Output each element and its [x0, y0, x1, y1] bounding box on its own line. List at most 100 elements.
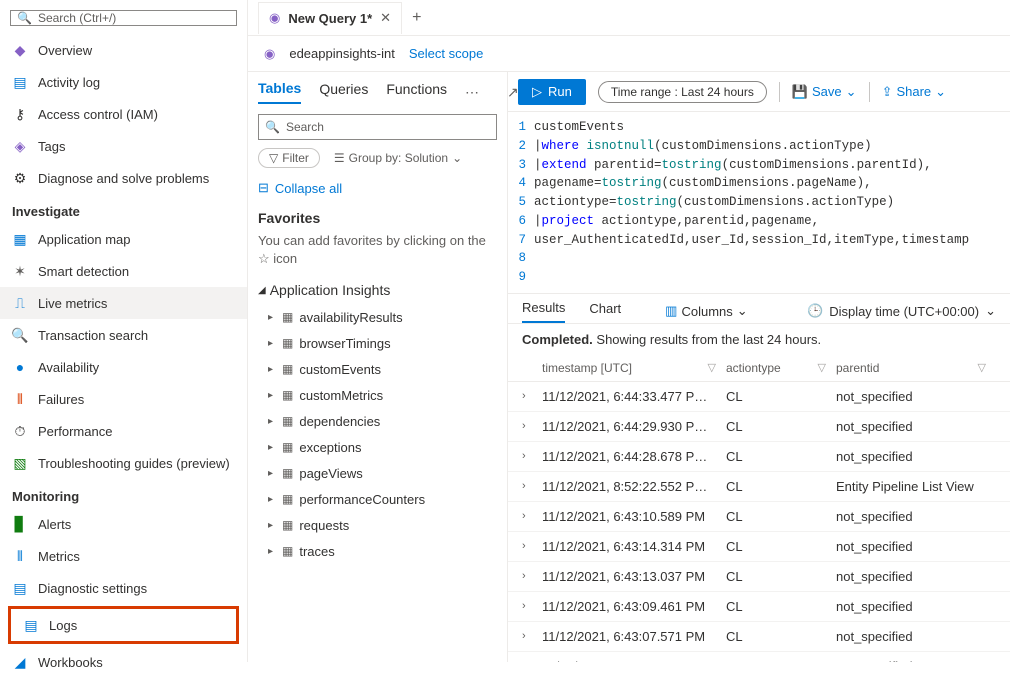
table-item[interactable]: ▸▦browserTimings [258, 330, 497, 356]
tables-tabs: Tables Queries Functions ⋯ ↗ [258, 80, 497, 104]
nav-item[interactable]: ⎍Live metrics [0, 287, 247, 319]
table-name: dependencies [299, 414, 380, 429]
filter-icon[interactable]: ▽ [708, 361, 726, 374]
table-item[interactable]: ▸▦exceptions [258, 434, 497, 460]
table-name: customEvents [299, 362, 381, 377]
groupby-button[interactable]: ☰ Group by: Solution ⌄ [334, 151, 462, 165]
nav-label: Application map [38, 232, 131, 247]
grid-row[interactable]: ›11/12/2021, 6:43:13.037 PMCLnot_specifi… [508, 562, 1010, 592]
nav-item[interactable]: ▧Troubleshooting guides (preview) [0, 447, 247, 479]
nav-item[interactable]: ⚷Access control (IAM) [0, 98, 247, 130]
table-icon: ▦ [282, 388, 293, 402]
nav-item[interactable]: ▤Logs [11, 609, 236, 641]
display-time-button[interactable]: 🕒 Display time (UTC+00:00) ⌄ [807, 303, 996, 319]
tab-tables[interactable]: Tables [258, 80, 301, 104]
table-item[interactable]: ▸▦customMetrics [258, 382, 497, 408]
cell-parentid: not_specified [836, 389, 996, 404]
nav-item[interactable]: ⚙Diagnose and solve problems [0, 162, 247, 194]
tab-functions[interactable]: Functions [386, 81, 447, 103]
expand-row-icon[interactable]: › [522, 420, 542, 432]
table-item[interactable]: ▸▦requests [258, 512, 497, 538]
grid-row[interactable]: ›11/12/2021, 6:43:51.923 PMCLnot_specifi… [508, 652, 1010, 662]
grid-row[interactable]: ›11/12/2021, 6:43:07.571 PMCLnot_specifi… [508, 622, 1010, 652]
col-actiontype[interactable]: actiontype [726, 361, 781, 375]
table-item[interactable]: ▸▦availabilityResults [258, 304, 497, 330]
nav-item[interactable]: ▤Diagnostic settings [0, 572, 247, 604]
share-button[interactable]: ⇪ Share ⌄ [882, 84, 947, 100]
nav-item[interactable]: ●Availability [0, 351, 247, 383]
grid-row[interactable]: ›11/12/2021, 6:43:09.461 PMCLnot_specifi… [508, 592, 1010, 622]
table-item[interactable]: ▸▦dependencies [258, 408, 497, 434]
group-heading[interactable]: ◢ Application Insights [258, 282, 497, 298]
chevron-down-icon: ⌄ [935, 84, 946, 100]
table-name: exceptions [299, 440, 361, 455]
table-name: requests [299, 518, 349, 533]
nav-item[interactable]: ⏱Performance [0, 415, 247, 447]
table-icon: ▦ [282, 362, 293, 376]
grid-row[interactable]: ›11/12/2021, 6:44:28.678 P…CLnot_specifi… [508, 442, 1010, 472]
table-item[interactable]: ▸▦traces [258, 538, 497, 564]
expand-row-icon[interactable]: › [522, 570, 542, 582]
nav-item[interactable]: ▦ Application map [0, 223, 247, 255]
table-item[interactable]: ▸▦pageViews [258, 460, 497, 486]
more-icon[interactable]: ⋯ [465, 84, 481, 101]
tables-search-input[interactable]: 🔍 Search [258, 114, 497, 140]
query-tab[interactable]: ◉ New Query 1* ✕ [258, 2, 402, 34]
tab-queries[interactable]: Queries [319, 81, 368, 103]
col-parentid[interactable]: parentid [836, 361, 879, 375]
grid-row[interactable]: ›11/12/2021, 6:44:33.477 P…CLnot_specifi… [508, 382, 1010, 412]
scope-bar: ◉ edeappinsights-int Select scope [248, 36, 1010, 72]
nav-label: Activity log [38, 75, 100, 90]
nav-item[interactable]: ▤Activity log [0, 66, 247, 98]
col-timestamp[interactable]: timestamp [UTC] [542, 361, 632, 375]
cell-parentid: not_specified [836, 629, 996, 644]
cell-actiontype: CL [726, 629, 836, 644]
nav-label: Transaction search [38, 328, 148, 343]
grid-row[interactable]: ›11/12/2021, 6:43:10.589 PMCLnot_specifi… [508, 502, 1010, 532]
time-range-button[interactable]: Time range : Last 24 hours [598, 81, 767, 103]
cell-actiontype: CL [726, 479, 836, 494]
table-item[interactable]: ▸▦performanceCounters [258, 486, 497, 512]
tab-results[interactable]: Results [522, 300, 565, 323]
nav-icon: ▦ [12, 231, 28, 247]
nav-item[interactable]: ◈Tags [0, 130, 247, 162]
code-editor[interactable]: 1customEvents2|where isnotnull(customDim… [508, 112, 1010, 294]
new-tab-button[interactable]: + [412, 9, 421, 27]
save-button[interactable]: 💾 Save ⌄ [792, 84, 857, 100]
filter-button[interactable]: ▽ Filter [258, 148, 320, 168]
table-item[interactable]: ▸▦customEvents [258, 356, 497, 382]
nav-item[interactable]: 🔍Transaction search [0, 319, 247, 351]
nav-label: Access control (IAM) [38, 107, 158, 122]
nav-item[interactable]: ◢Workbooks [0, 646, 247, 678]
expand-row-icon[interactable]: › [522, 390, 542, 402]
nav-item[interactable]: ✶Smart detection [0, 255, 247, 287]
nav-item[interactable]: ◆Overview [0, 34, 247, 66]
grid-row[interactable]: ›11/12/2021, 6:44:29.930 P…CLnot_specifi… [508, 412, 1010, 442]
nav-item[interactable]: ⫴Metrics [0, 540, 247, 572]
collapse-all-button[interactable]: ⊟ Collapse all [258, 180, 497, 196]
tab-chart[interactable]: Chart [589, 301, 621, 322]
filter-icon[interactable]: ▽ [818, 361, 836, 374]
expand-row-icon[interactable]: › [522, 630, 542, 642]
run-button[interactable]: ▷ Run [518, 79, 586, 105]
caret-right-icon: ▸ [268, 390, 276, 401]
grid-row[interactable]: ›11/12/2021, 8:52:22.552 P…CLEntity Pipe… [508, 472, 1010, 502]
expand-row-icon[interactable]: › [522, 510, 542, 522]
expand-row-icon[interactable]: › [522, 480, 542, 492]
nav-item[interactable]: ▊Alerts [0, 508, 247, 540]
table-name: availabilityResults [299, 310, 402, 325]
nav-item[interactable]: ⫴Failures [0, 383, 247, 415]
select-scope-link[interactable]: Select scope [409, 46, 483, 61]
filter-icon[interactable]: ▽ [978, 361, 996, 374]
expand-row-icon[interactable]: › [522, 450, 542, 462]
close-icon[interactable]: ✕ [380, 10, 391, 26]
cell-timestamp: 11/12/2021, 6:44:33.477 P… [542, 389, 726, 404]
nav-icon: ▧ [12, 455, 28, 471]
expand-row-icon[interactable]: › [522, 600, 542, 612]
columns-button[interactable]: ▥ Columns ⌄ [665, 303, 748, 319]
search-icon: 🔍 [17, 11, 32, 25]
tab-title: New Query 1* [288, 11, 372, 26]
expand-row-icon[interactable]: › [522, 540, 542, 552]
search-input[interactable]: 🔍 Search (Ctrl+/) [10, 10, 237, 26]
grid-row[interactable]: ›11/12/2021, 6:43:14.314 PMCLnot_specifi… [508, 532, 1010, 562]
